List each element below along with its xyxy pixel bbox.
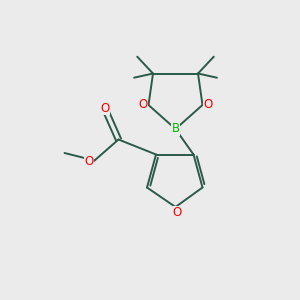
Text: B: B (171, 122, 180, 136)
Text: O: O (172, 206, 182, 219)
Text: O: O (100, 102, 109, 116)
Text: O: O (203, 98, 212, 112)
Text: O: O (85, 155, 94, 169)
Text: O: O (139, 98, 148, 112)
